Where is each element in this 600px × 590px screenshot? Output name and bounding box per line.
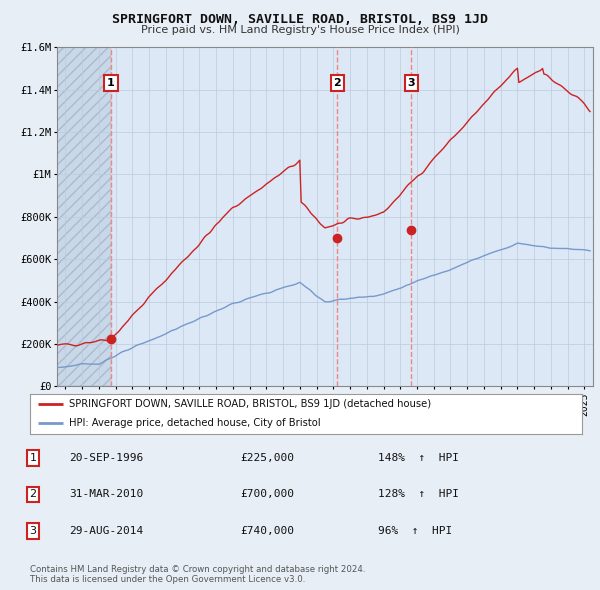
Text: 2: 2	[29, 490, 37, 499]
Text: 1: 1	[29, 453, 37, 463]
Text: 20-SEP-1996: 20-SEP-1996	[69, 453, 143, 463]
Text: £700,000: £700,000	[240, 490, 294, 499]
Text: HPI: Average price, detached house, City of Bristol: HPI: Average price, detached house, City…	[68, 418, 320, 428]
Text: SPRINGFORT DOWN, SAVILLE ROAD, BRISTOL, BS9 1JD: SPRINGFORT DOWN, SAVILLE ROAD, BRISTOL, …	[112, 13, 488, 26]
Text: Contains HM Land Registry data © Crown copyright and database right 2024.
This d: Contains HM Land Registry data © Crown c…	[30, 565, 365, 584]
Text: 3: 3	[407, 78, 415, 88]
Text: SPRINGFORT DOWN, SAVILLE ROAD, BRISTOL, BS9 1JD (detached house): SPRINGFORT DOWN, SAVILLE ROAD, BRISTOL, …	[68, 399, 431, 409]
Text: 148%  ↑  HPI: 148% ↑ HPI	[378, 453, 459, 463]
Text: 29-AUG-2014: 29-AUG-2014	[69, 526, 143, 536]
Text: 31-MAR-2010: 31-MAR-2010	[69, 490, 143, 499]
Bar	[57, 47, 111, 386]
Text: 2: 2	[334, 78, 341, 88]
Text: Price paid vs. HM Land Registry's House Price Index (HPI): Price paid vs. HM Land Registry's House …	[140, 25, 460, 35]
Text: 1: 1	[107, 78, 115, 88]
Text: £740,000: £740,000	[240, 526, 294, 536]
Text: 128%  ↑  HPI: 128% ↑ HPI	[378, 490, 459, 499]
Text: £225,000: £225,000	[240, 453, 294, 463]
Text: 96%  ↑  HPI: 96% ↑ HPI	[378, 526, 452, 536]
Text: 3: 3	[29, 526, 37, 536]
